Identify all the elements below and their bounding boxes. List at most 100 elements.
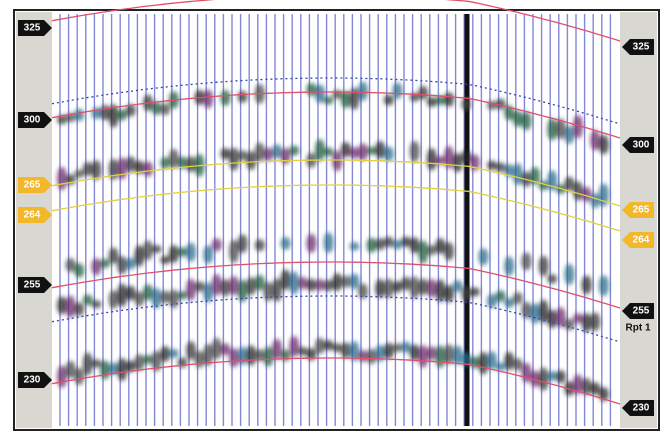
band xyxy=(401,342,411,353)
band xyxy=(74,263,84,278)
band xyxy=(91,258,101,275)
band xyxy=(564,177,574,191)
band xyxy=(134,354,144,371)
band xyxy=(315,279,325,291)
left-label: 300 xyxy=(24,115,41,126)
band xyxy=(435,238,445,254)
band xyxy=(547,118,557,140)
band xyxy=(332,273,342,291)
band xyxy=(539,367,549,391)
band xyxy=(117,358,127,381)
band xyxy=(401,277,411,291)
band xyxy=(281,148,291,164)
band xyxy=(427,279,437,297)
band xyxy=(169,349,179,358)
band xyxy=(435,96,445,105)
band xyxy=(435,279,445,302)
band xyxy=(306,83,316,96)
band xyxy=(152,245,162,253)
band xyxy=(504,256,514,276)
band xyxy=(126,156,136,172)
band xyxy=(315,84,325,103)
band xyxy=(143,284,153,300)
band xyxy=(478,352,488,375)
band xyxy=(289,271,299,294)
band xyxy=(410,344,420,360)
band xyxy=(358,350,368,362)
band xyxy=(521,112,531,131)
band xyxy=(74,170,84,178)
left-label: 255 xyxy=(24,280,41,291)
band xyxy=(418,345,428,368)
band xyxy=(109,159,119,180)
band xyxy=(384,237,394,248)
band xyxy=(461,286,471,302)
right-label: 230 xyxy=(633,403,650,414)
band xyxy=(66,295,76,317)
band xyxy=(74,109,84,122)
band xyxy=(160,291,170,303)
band xyxy=(504,352,514,370)
band xyxy=(220,343,230,355)
right-label: 264 xyxy=(633,235,650,246)
band xyxy=(272,144,282,158)
band xyxy=(220,279,230,296)
band xyxy=(195,281,205,291)
band xyxy=(461,150,471,163)
band xyxy=(169,289,179,308)
band xyxy=(496,363,506,371)
band xyxy=(229,147,239,170)
band xyxy=(341,275,351,287)
band xyxy=(324,148,334,157)
band xyxy=(66,361,76,378)
band xyxy=(57,365,67,388)
band xyxy=(564,264,574,286)
band xyxy=(246,345,256,365)
band xyxy=(238,234,248,253)
band xyxy=(143,240,153,260)
band xyxy=(289,336,299,357)
band xyxy=(143,355,153,364)
band xyxy=(384,343,394,359)
band xyxy=(100,105,110,121)
band xyxy=(246,277,256,295)
band xyxy=(427,97,437,107)
band xyxy=(220,148,230,159)
band xyxy=(332,150,342,171)
left-label: 230 xyxy=(24,375,41,386)
band xyxy=(160,346,170,361)
band xyxy=(66,258,76,272)
band xyxy=(504,298,514,308)
band xyxy=(306,279,316,291)
band xyxy=(255,143,265,162)
band xyxy=(453,153,463,172)
band xyxy=(590,312,600,331)
band xyxy=(57,296,67,314)
band xyxy=(177,291,187,299)
band xyxy=(117,157,127,179)
band xyxy=(177,247,187,256)
band xyxy=(341,142,351,157)
band xyxy=(220,90,230,106)
band xyxy=(203,89,213,108)
gel-image: 325300265264255230325300265264255230Rpt … xyxy=(0,0,665,439)
right-strip xyxy=(620,12,657,428)
band xyxy=(410,141,420,162)
band xyxy=(444,344,454,364)
band xyxy=(143,161,153,176)
band xyxy=(427,346,437,360)
band xyxy=(298,277,308,290)
band xyxy=(212,338,222,360)
band xyxy=(91,300,101,308)
band xyxy=(435,345,445,368)
band xyxy=(126,258,136,270)
band xyxy=(263,282,273,302)
band xyxy=(324,340,334,351)
band xyxy=(349,88,359,110)
band xyxy=(324,232,334,253)
band xyxy=(582,275,592,294)
band xyxy=(238,347,248,366)
right-note: Rpt 1 xyxy=(626,323,651,334)
band xyxy=(255,275,265,291)
band xyxy=(229,240,239,263)
